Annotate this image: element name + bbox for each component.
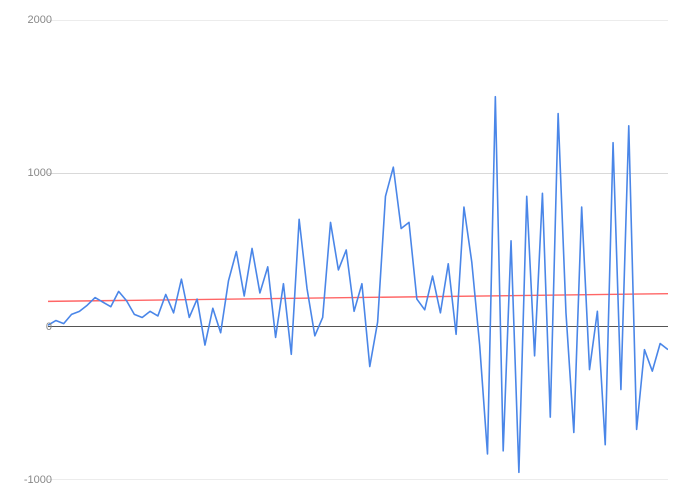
line-chart-svg [48, 20, 668, 480]
y-axis-tick-label: 0 [46, 321, 52, 333]
y-axis-tick-label: 1000 [28, 167, 52, 179]
chart-plot-area [48, 20, 668, 480]
y-axis-tick-label: -1000 [24, 474, 52, 486]
main-series-line [48, 97, 668, 473]
y-axis-tick-label: 2000 [28, 14, 52, 26]
